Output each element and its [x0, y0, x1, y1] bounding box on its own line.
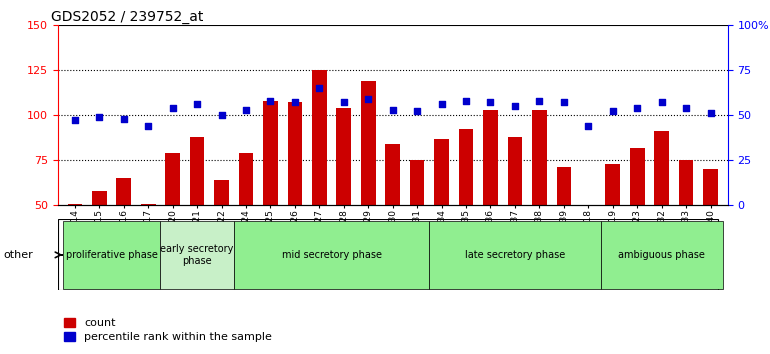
Point	[557, 99, 570, 105]
Text: mid secretory phase: mid secretory phase	[282, 250, 382, 260]
Bar	[557, 167, 571, 205]
Bar	[630, 148, 644, 205]
Text: late secretory phase: late secretory phase	[465, 250, 565, 260]
Bar	[160, 221, 234, 289]
Bar	[361, 81, 376, 205]
Text: GDS2052 / 239752_at: GDS2052 / 239752_at	[51, 10, 203, 24]
Text: ambiguous phase: ambiguous phase	[618, 250, 705, 260]
Point	[411, 109, 424, 114]
Bar	[189, 137, 205, 205]
Bar	[336, 108, 351, 205]
Bar	[703, 169, 718, 205]
Point	[69, 118, 81, 123]
Text: proliferative phase: proliferative phase	[65, 250, 158, 260]
Bar	[116, 178, 131, 205]
Bar	[601, 221, 723, 289]
Point	[239, 107, 252, 113]
Bar	[678, 160, 694, 205]
Bar	[166, 153, 180, 205]
Bar	[214, 180, 229, 205]
Point	[534, 98, 546, 103]
Bar	[92, 191, 107, 205]
Bar	[459, 130, 474, 205]
Point	[118, 116, 130, 121]
Point	[436, 101, 448, 107]
Bar	[287, 102, 303, 205]
Point	[582, 123, 594, 129]
Point	[631, 105, 644, 111]
Point	[216, 112, 228, 118]
Point	[93, 114, 105, 120]
Bar	[385, 144, 400, 205]
Bar	[532, 110, 547, 205]
Bar	[483, 110, 498, 205]
Bar	[263, 101, 278, 205]
Point	[460, 98, 472, 103]
Bar	[507, 137, 522, 205]
Bar	[239, 153, 253, 205]
Text: early secretory
phase: early secretory phase	[160, 244, 234, 266]
Point	[264, 98, 276, 103]
Point	[191, 101, 203, 107]
Point	[289, 99, 301, 105]
Bar	[234, 221, 430, 289]
Point	[509, 103, 521, 109]
Point	[607, 109, 619, 114]
Bar	[434, 138, 449, 205]
Bar	[68, 204, 82, 205]
Point	[166, 105, 179, 111]
Bar	[605, 164, 620, 205]
Legend: count, percentile rank within the sample: count, percentile rank within the sample	[59, 314, 276, 347]
Point	[313, 85, 326, 91]
Point	[484, 99, 497, 105]
Bar	[312, 70, 326, 205]
Point	[680, 105, 692, 111]
Point	[387, 107, 399, 113]
Point	[705, 110, 717, 116]
Point	[142, 123, 154, 129]
Bar	[430, 221, 601, 289]
Bar	[410, 160, 424, 205]
Text: other: other	[4, 250, 34, 260]
Bar	[654, 131, 669, 205]
Bar	[141, 204, 156, 205]
Bar	[62, 221, 160, 289]
Point	[655, 99, 668, 105]
Point	[362, 96, 374, 102]
Point	[337, 99, 350, 105]
